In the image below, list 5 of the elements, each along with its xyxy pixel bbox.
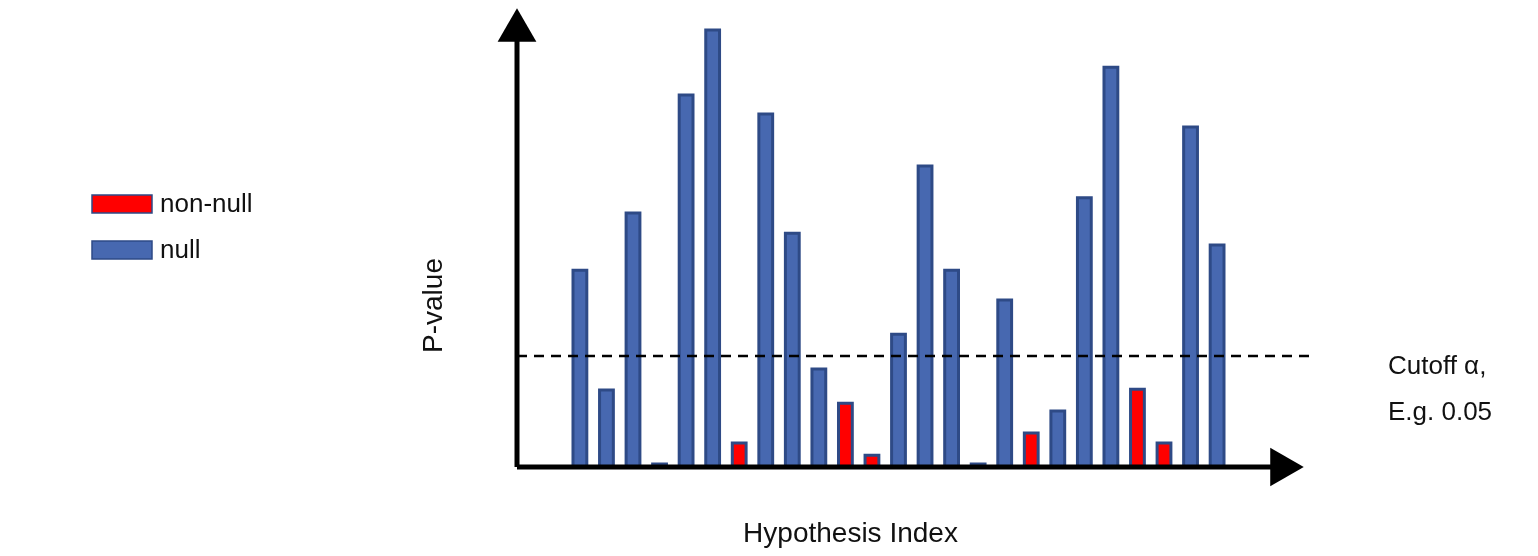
ref-line-label: Cutoff α, E.g. 0.05 — [1388, 350, 1493, 426]
legend-label: non-null — [160, 188, 253, 218]
y-axis-title: P-value — [416, 258, 448, 353]
legend-label: null — [160, 234, 201, 264]
x-axis-title: Hypothesis Index — [743, 516, 958, 548]
